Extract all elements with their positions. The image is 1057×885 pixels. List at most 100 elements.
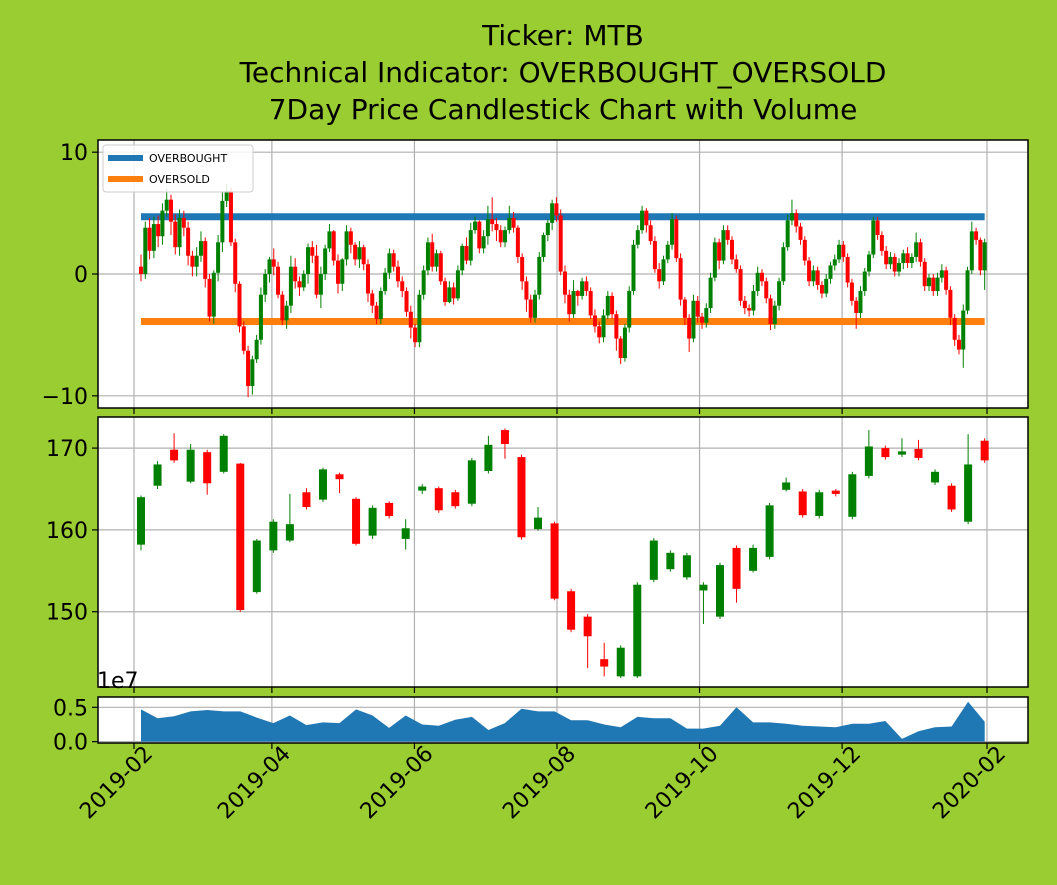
- candle-body: [964, 464, 973, 522]
- candle-body: [881, 448, 890, 458]
- candle-body: [500, 430, 509, 444]
- candle-body: [280, 294, 285, 321]
- candle-body: [335, 474, 344, 480]
- candle-body: [385, 502, 394, 516]
- candle-body: [443, 281, 448, 303]
- candle-body: [485, 219, 490, 237]
- candle-body: [413, 327, 418, 343]
- candle-body: [666, 552, 675, 570]
- candle-body: [425, 242, 430, 271]
- candle-body: [580, 281, 585, 296]
- candle-body: [747, 308, 752, 311]
- candle-body: [310, 247, 315, 256]
- candle-body: [263, 274, 268, 295]
- y-tick-label: 170: [46, 437, 88, 462]
- candle-body: [600, 659, 609, 667]
- indicator-grid: [98, 140, 1028, 408]
- candle-body: [421, 270, 426, 295]
- candle-body: [627, 291, 632, 328]
- candle-body: [682, 299, 687, 318]
- candle-body: [831, 490, 840, 494]
- candle-body: [269, 521, 278, 551]
- candle-body: [314, 255, 319, 295]
- candle-body: [438, 253, 443, 282]
- candle-body: [233, 242, 238, 284]
- candle-body: [404, 291, 409, 312]
- candle-body: [418, 486, 427, 491]
- candle-body: [909, 256, 914, 264]
- y-tick-label: 0.5: [53, 696, 88, 721]
- candle-body: [729, 239, 734, 260]
- candle-body: [236, 463, 245, 611]
- price-grid: [98, 417, 1028, 687]
- candle-body: [670, 219, 675, 245]
- price-y-ticks: 170 160 150: [46, 437, 988, 693]
- candle-body: [408, 311, 413, 328]
- candle-body: [764, 281, 769, 299]
- candle-body: [550, 203, 555, 223]
- candle-body: [374, 305, 379, 320]
- candle-body: [378, 291, 383, 320]
- candle-body: [323, 248, 328, 274]
- candle-body: [401, 528, 410, 539]
- y-tick-label: 10: [60, 141, 88, 166]
- candle-body: [151, 224, 156, 251]
- candle-body: [288, 266, 293, 306]
- candle-body: [738, 269, 743, 301]
- candle-body: [541, 235, 546, 257]
- candle-body: [318, 469, 327, 500]
- indicator-y-ticks: 10 0 −10: [42, 141, 988, 414]
- candle-body: [203, 452, 212, 484]
- candle-body: [271, 259, 276, 267]
- candle-body: [168, 199, 173, 222]
- candle-body: [725, 230, 730, 240]
- candle-body: [721, 230, 726, 261]
- candle-body: [451, 287, 456, 299]
- candle-body: [819, 284, 824, 294]
- candle-body: [635, 230, 640, 245]
- candle-body: [139, 266, 144, 274]
- candle-body: [884, 250, 889, 265]
- candle-body: [173, 221, 178, 248]
- candle-body: [922, 261, 927, 287]
- candle-body: [545, 222, 550, 236]
- candle-body: [914, 448, 923, 458]
- candle-body: [888, 256, 893, 265]
- candle-body: [700, 316, 705, 323]
- candle-body: [220, 200, 225, 243]
- candle-body: [749, 547, 758, 571]
- candle-body: [926, 277, 931, 287]
- candle-body: [695, 300, 700, 317]
- candle-body: [434, 488, 443, 511]
- candle-body: [336, 260, 341, 284]
- candle-body: [477, 221, 482, 249]
- candle-body: [340, 259, 345, 284]
- candle-body: [849, 282, 854, 301]
- candle-body: [648, 225, 653, 242]
- candle-body: [143, 227, 148, 274]
- candle-body: [254, 339, 259, 360]
- candle-body: [237, 283, 242, 327]
- candle-body: [657, 269, 662, 282]
- candle-body: [712, 242, 717, 278]
- candle-body: [854, 300, 859, 313]
- candle-body: [605, 295, 610, 316]
- candle-body: [952, 317, 957, 340]
- candle-body: [616, 647, 625, 677]
- candle-body: [674, 219, 679, 259]
- candle-body: [153, 464, 162, 486]
- candle-body: [879, 235, 884, 251]
- candle-body: [633, 584, 642, 677]
- candle-body: [631, 244, 636, 292]
- candle-body: [931, 471, 940, 483]
- candle-body: [841, 244, 846, 257]
- candle-body: [687, 317, 692, 339]
- candle-body: [969, 231, 974, 271]
- candle-body: [815, 270, 820, 285]
- candle-body: [524, 281, 529, 300]
- candle-body: [494, 224, 499, 231]
- candle-body: [751, 291, 756, 311]
- candle-body: [170, 449, 179, 461]
- candle-body: [832, 259, 837, 266]
